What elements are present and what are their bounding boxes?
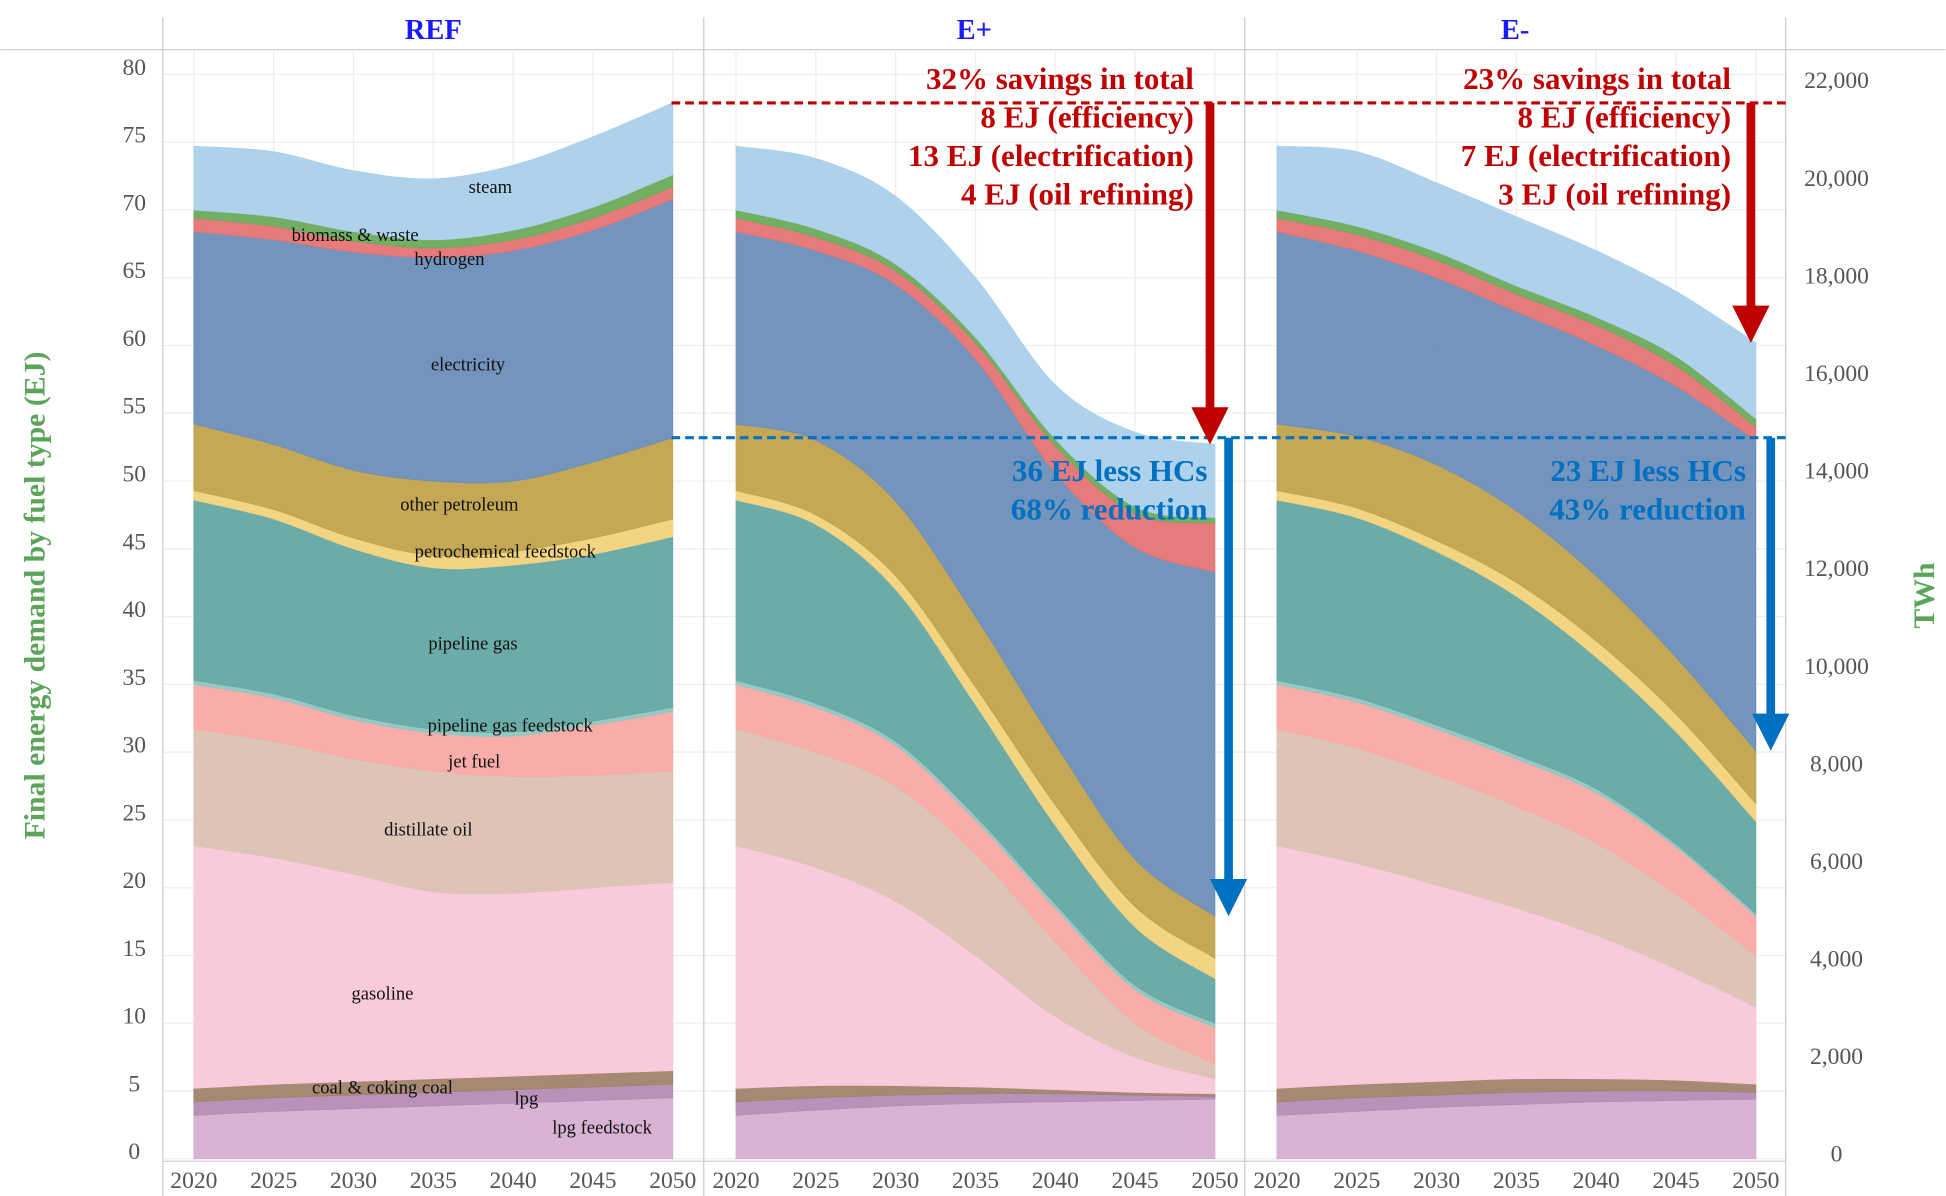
series-label: electricity bbox=[431, 354, 506, 375]
y-tick-label: 35 bbox=[123, 665, 147, 691]
x-tick-label: 2045 bbox=[1652, 1168, 1699, 1194]
y-tick-label: 50 bbox=[123, 462, 147, 488]
y-tick-label: 60 bbox=[123, 326, 147, 352]
y2-tick-label: 2,000 bbox=[1810, 1044, 1863, 1070]
annotation: 43% reduction bbox=[1549, 492, 1746, 527]
x-tick-label: 2025 bbox=[792, 1168, 839, 1194]
annotation: 13 EJ (electrification) bbox=[908, 138, 1194, 173]
x-tick-label: 2035 bbox=[1493, 1168, 1540, 1194]
y-axis-label: Final energy demand by fuel type (EJ) bbox=[18, 352, 51, 840]
x-tick-label: 2045 bbox=[569, 1168, 616, 1194]
y2-tick-label: 6,000 bbox=[1810, 849, 1863, 875]
y2-tick-label: 18,000 bbox=[1804, 263, 1869, 289]
x-tick-label: 2020 bbox=[712, 1168, 759, 1194]
y-tick-label: 40 bbox=[123, 597, 147, 623]
series-label: coal & coking coal bbox=[312, 1078, 453, 1099]
x-tick-label: 2040 bbox=[1032, 1168, 1079, 1194]
x-tick-label: 2050 bbox=[649, 1168, 696, 1194]
y2-tick-label: 0 bbox=[1831, 1142, 1843, 1168]
y-tick-label: 45 bbox=[123, 529, 147, 555]
annotation: 7 EJ (electrification) bbox=[1461, 138, 1731, 173]
x-tick-label: 2020 bbox=[170, 1168, 217, 1194]
x-tick-label: 2020 bbox=[1253, 1168, 1300, 1194]
series-label: pipeline gas bbox=[428, 633, 517, 654]
x-tick-label: 2030 bbox=[330, 1168, 377, 1194]
annotation: 8 EJ (efficiency) bbox=[1518, 99, 1731, 134]
x-tick-label: 2025 bbox=[1333, 1168, 1380, 1194]
series-label: lpg feedstock bbox=[552, 1117, 652, 1138]
y-tick-label: 15 bbox=[123, 936, 147, 962]
y2-tick-label: 16,000 bbox=[1804, 361, 1869, 387]
series-label: jet fuel bbox=[447, 751, 500, 772]
panel-title: E+ bbox=[957, 15, 992, 46]
y2-tick-label: 10,000 bbox=[1804, 654, 1869, 680]
x-tick-label: 2040 bbox=[1573, 1168, 1620, 1194]
series-label: pipeline gas feedstock bbox=[428, 715, 594, 736]
annotation: 23 EJ less HCs bbox=[1550, 453, 1746, 488]
y-tick-label: 25 bbox=[123, 800, 147, 826]
area bbox=[1276, 145, 1757, 420]
y-tick-label: 30 bbox=[123, 733, 147, 759]
panel-title: E- bbox=[1501, 15, 1530, 46]
y-tick-label: 75 bbox=[123, 123, 147, 149]
y-tick-label: 80 bbox=[123, 55, 147, 81]
arrow-head bbox=[1732, 305, 1770, 343]
x-tick-label: 2035 bbox=[952, 1168, 999, 1194]
y2-tick-label: 8,000 bbox=[1810, 751, 1863, 777]
annotation: 3 EJ (oil refining) bbox=[1498, 176, 1731, 211]
x-tick-label: 2045 bbox=[1112, 1168, 1159, 1194]
series-label: hydrogen bbox=[414, 249, 485, 270]
series-label: distillate oil bbox=[384, 820, 472, 841]
y2-axis-label: TWh bbox=[1908, 562, 1941, 629]
annotation: 8 EJ (efficiency) bbox=[980, 99, 1193, 134]
y-tick-label: 10 bbox=[123, 1004, 147, 1030]
y2-tick-label: 12,000 bbox=[1804, 556, 1869, 582]
y2-tick-label: 14,000 bbox=[1804, 459, 1869, 485]
series-label: biomass & waste bbox=[292, 225, 419, 246]
y-tick-label: 5 bbox=[128, 1071, 140, 1097]
y-tick-label: 55 bbox=[123, 394, 147, 420]
series-label: lpg bbox=[514, 1089, 538, 1110]
arrow-head bbox=[1191, 407, 1229, 445]
series-label: steam bbox=[469, 177, 513, 198]
area bbox=[735, 145, 1216, 519]
annotation: 36 EJ less HCs bbox=[1012, 453, 1208, 488]
panel-title: REF bbox=[405, 15, 462, 46]
x-tick-label: 2030 bbox=[1413, 1168, 1460, 1194]
y-tick-label: 0 bbox=[128, 1139, 140, 1165]
annotation: 4 EJ (oil refining) bbox=[961, 176, 1194, 211]
y2-tick-label: 22,000 bbox=[1804, 68, 1869, 94]
x-tick-label: 2050 bbox=[1732, 1168, 1779, 1194]
annotation: 23% savings in total bbox=[1463, 61, 1731, 96]
annotation: 32% savings in total bbox=[926, 61, 1194, 96]
arrow-head bbox=[1752, 713, 1790, 751]
area bbox=[193, 102, 674, 241]
arrow-head bbox=[1209, 878, 1248, 917]
y-tick-label: 70 bbox=[123, 190, 147, 216]
x-tick-label: 2030 bbox=[872, 1168, 919, 1194]
series-label: petrochemical feedstock bbox=[415, 542, 597, 563]
series-label: gasoline bbox=[351, 983, 413, 1004]
y-tick-label: 65 bbox=[123, 258, 147, 284]
annotation: 68% reduction bbox=[1011, 492, 1208, 527]
series-label: other petroleum bbox=[400, 494, 519, 515]
x-tick-label: 2050 bbox=[1191, 1168, 1238, 1194]
y-tick-label: 20 bbox=[123, 868, 147, 894]
y2-tick-label: 20,000 bbox=[1804, 166, 1869, 192]
x-tick-label: 2035 bbox=[410, 1168, 457, 1194]
y2-tick-label: 4,000 bbox=[1810, 947, 1863, 973]
x-tick-label: 2040 bbox=[490, 1168, 537, 1194]
x-tick-label: 2025 bbox=[250, 1168, 297, 1194]
